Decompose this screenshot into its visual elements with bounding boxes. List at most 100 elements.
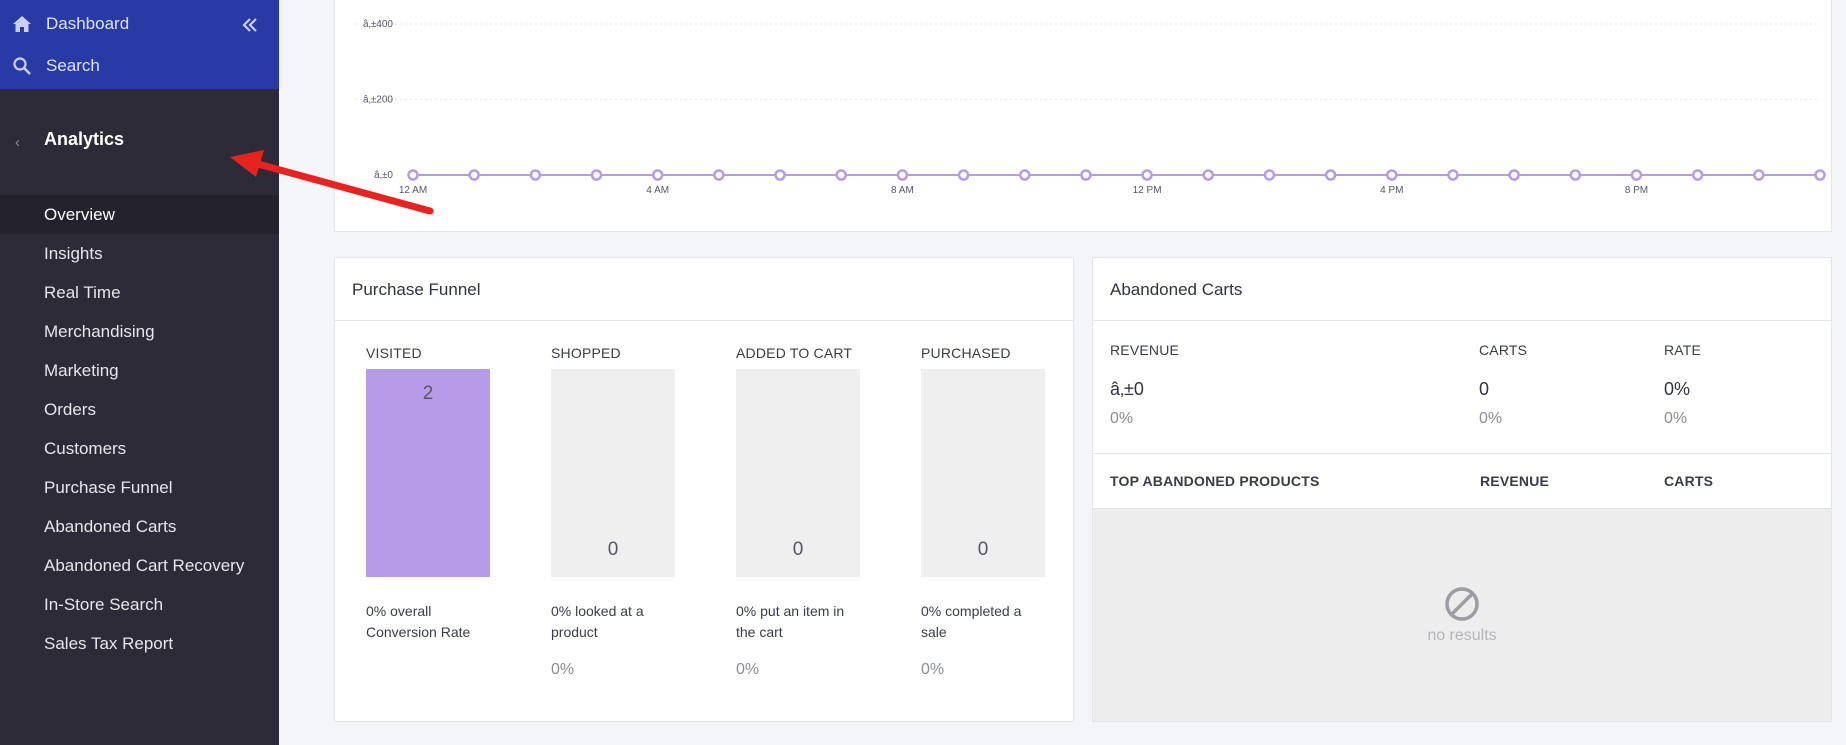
abandoned-carts-title: Abandoned Carts [1093, 258, 1831, 321]
data-point[interactable] [1630, 169, 1643, 181]
rate-header: RATE [1664, 342, 1702, 358]
data-point[interactable] [468, 169, 480, 181]
y-tick-label: â‚±200 [363, 95, 393, 106]
analytics-section-header: ‹ Analytics [0, 89, 279, 195]
top-products-header[interactable]: TOP ABANDONED PRODUCTS [1110, 473, 1320, 489]
sidebar-item-in-store-search[interactable]: In-Store Search [44, 595, 164, 614]
revenue-line-chart: â‚±400 â‚±200 â‚±0 12 AM 4 AM 8 AM 12 PM 4 PM 8 … [355, 19, 1826, 196]
data-point[interactable] [896, 169, 909, 181]
sidebar-item-marketing[interactable]: Marketing [44, 361, 119, 380]
x-tick-label: 8 PM [1625, 185, 1648, 196]
revenue-chart-card: â‚±400 â‚±200 â‚±0 12 AM 4 AM 8 AM 12 PM 4 PM 8 … [334, 0, 1832, 232]
sidebar-item-purchase-funnel[interactable]: Purchase Funnel [44, 478, 173, 497]
purchase-funnel-card: Purchase Funnel VISITED 2 0% overall Conve… [334, 257, 1074, 722]
funnel-stage-percent: 0% [551, 661, 575, 678]
revenue-change: 0% [1110, 410, 1134, 427]
y-tick-label: â‚±400 [363, 19, 393, 30]
empty-state: no results [1093, 508, 1831, 721]
data-point[interactable] [1324, 169, 1337, 181]
x-tick-label: 12 PM [1133, 185, 1162, 196]
funnel-stage-description: 0% put an item in the cart [736, 603, 845, 640]
no-results-icon [1445, 587, 1479, 621]
funnel-stage-label: ADDED TO CART [736, 345, 853, 361]
carts-header: CARTS [1479, 342, 1528, 358]
data-point[interactable] [590, 169, 603, 181]
funnel-stage-percent: 0% [736, 661, 760, 678]
carts-change: 0% [1479, 410, 1503, 427]
carts-value: 0 [1479, 379, 1490, 399]
sidebar-item-customers[interactable]: Customers [44, 439, 127, 458]
data-point[interactable] [407, 169, 419, 181]
sidebar-item-abandoned-cart-recovery[interactable]: Abandoned Cart Recovery [44, 556, 245, 575]
dashboard-link[interactable]: Dashboard [12, 14, 129, 34]
sidebar-header: Dashboard Search [0, 0, 279, 89]
funnel-stage-description: 0% completed a sale [921, 603, 1022, 640]
data-point[interactable] [1018, 169, 1031, 181]
data-point[interactable] [1691, 169, 1704, 181]
data-point[interactable] [1080, 169, 1092, 181]
data-point[interactable] [713, 169, 725, 181]
sidebar-item-real-time[interactable]: Real Time [44, 283, 121, 302]
data-point[interactable] [1508, 169, 1520, 181]
products-carts-header[interactable]: CARTS [1664, 473, 1714, 489]
funnel-stage-value: 0 [607, 539, 619, 560]
data-point[interactable] [1753, 169, 1765, 181]
home-icon [12, 14, 32, 34]
sidebar-nav: Overview Insights Real Time Merchandisin… [0, 195, 279, 663]
funnel-bar [366, 369, 490, 577]
funnel-bar [736, 369, 860, 577]
data-point[interactable] [651, 169, 664, 181]
x-tick-label: 4 AM [646, 185, 669, 196]
sidebar-item-overview[interactable]: Overview [0, 195, 279, 234]
x-tick-label: 12 AM [399, 185, 427, 196]
funnel-stage-description: 0% looked at a product [551, 603, 644, 640]
funnel-stage-label: VISITED [366, 345, 422, 361]
data-point[interactable] [529, 169, 542, 181]
data-point[interactable] [774, 169, 786, 181]
funnel-stage-description: 0% overall Conversion Rate [366, 603, 471, 640]
chevron-left-icon[interactable]: ‹ [15, 134, 20, 151]
rate-value: 0% [1664, 379, 1691, 399]
x-tick-label: 8 AM [891, 185, 914, 196]
collapse-sidebar-icon[interactable] [239, 14, 261, 36]
funnel-bar-fill [366, 369, 490, 577]
funnel-stage-percent: 0% [921, 661, 945, 678]
funnel-bar [921, 369, 1045, 577]
sidebar: Dashboard Search ‹ Analytics Overview In… [0, 0, 279, 745]
sidebar-item-orders[interactable]: Orders [44, 400, 96, 419]
funnel-stage-value: 2 [422, 383, 434, 404]
search-link[interactable]: Search [12, 56, 100, 76]
revenue-value: â‚±0 [1110, 379, 1144, 399]
data-point[interactable] [1447, 169, 1459, 181]
abandoned-carts-card: Abandoned Carts REVENUE CARTS RATE â‚±0 … [1092, 257, 1832, 722]
products-revenue-header[interactable]: REVENUE [1480, 473, 1550, 489]
y-tick-label: â‚±0 [374, 170, 393, 181]
search-label: Search [46, 56, 100, 75]
funnel-stage-label: PURCHASED [921, 345, 1011, 361]
data-point[interactable] [1569, 169, 1582, 181]
funnel-stage-label: SHOPPED [551, 345, 621, 361]
x-tick-label: 4 PM [1380, 185, 1403, 196]
sidebar-item-merchandising[interactable]: Merchandising [44, 322, 155, 341]
data-point[interactable] [1814, 169, 1826, 181]
data-point[interactable] [1263, 169, 1276, 181]
data-point[interactable] [1386, 169, 1398, 181]
funnel-stage-value: 0 [977, 539, 989, 560]
purchase-funnel-title: Purchase Funnel [335, 258, 1073, 321]
data-point[interactable] [1202, 169, 1215, 181]
no-results-text: no results [1427, 627, 1497, 644]
sidebar-item-sales-tax-report[interactable]: Sales Tax Report [44, 634, 174, 653]
sidebar-item-abandoned-carts[interactable]: Abandoned Carts [44, 517, 177, 536]
sidebar-item-insights[interactable]: Insights [44, 244, 103, 263]
revenue-header: REVENUE [1110, 342, 1180, 358]
funnel-stage-value: 0 [792, 539, 804, 560]
funnel-bar [551, 369, 675, 577]
data-point[interactable] [1141, 169, 1153, 181]
section-title: Analytics [44, 129, 125, 149]
data-point[interactable] [835, 169, 847, 181]
dashboard-label: Dashboard [46, 14, 130, 33]
data-point[interactable] [957, 169, 970, 181]
rate-change: 0% [1664, 410, 1688, 427]
search-icon [12, 56, 32, 76]
divider [1093, 453, 1831, 454]
